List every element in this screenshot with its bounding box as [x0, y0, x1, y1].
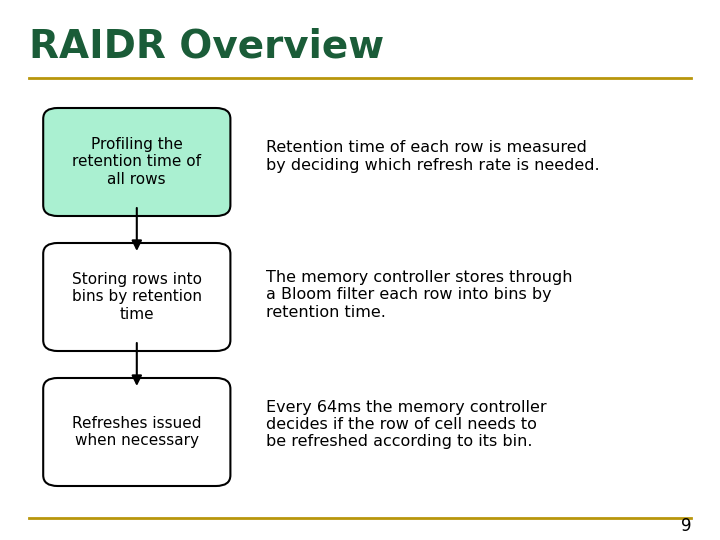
Text: 9: 9: [680, 517, 691, 535]
Text: Profiling the
retention time of
all rows: Profiling the retention time of all rows: [72, 137, 202, 187]
FancyBboxPatch shape: [43, 108, 230, 216]
Text: Refreshes issued
when necessary: Refreshes issued when necessary: [72, 416, 202, 448]
Text: Storing rows into
bins by retention
time: Storing rows into bins by retention time: [72, 272, 202, 322]
Text: Retention time of each row is measured
by deciding which refresh rate is needed.: Retention time of each row is measured b…: [266, 140, 600, 173]
Text: RAIDR Overview: RAIDR Overview: [29, 27, 384, 65]
Text: The memory controller stores through
a Bloom filter each row into bins by
retent: The memory controller stores through a B…: [266, 270, 573, 320]
FancyBboxPatch shape: [43, 378, 230, 486]
Text: Every 64ms the memory controller
decides if the row of cell needs to
be refreshe: Every 64ms the memory controller decides…: [266, 400, 547, 449]
FancyBboxPatch shape: [43, 243, 230, 351]
